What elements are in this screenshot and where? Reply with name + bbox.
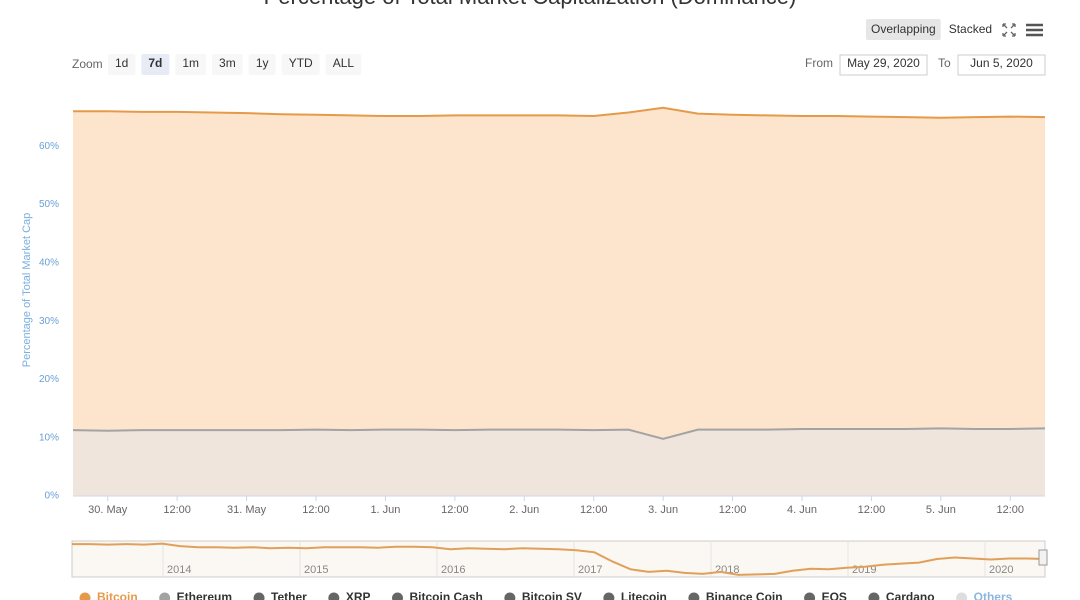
to-input[interactable] [957,54,1046,76]
x-tick-label: 4. Jun [787,504,817,516]
from-value: May 29, 2020 [847,56,920,70]
x-tick-label: 12:00 [858,504,886,516]
x-tick-label: 30. May [88,504,128,516]
y-tick-label: 30% [39,316,59,327]
zoom-label: Zoom [72,57,103,71]
legend-marker [956,592,968,600]
y-tick-label: 40% [39,257,59,268]
series-area [73,107,1045,497]
navigator-year: 2016 [441,564,465,576]
menu-icon[interactable] [1026,23,1043,37]
navigator-handle[interactable] [1038,549,1048,566]
mode-button[interactable] [866,19,941,40]
y-tick-label: 10% [39,432,59,443]
navigator-line [72,542,1046,576]
y-tick-label: 0% [45,491,60,502]
to-value: Jun 5, 2020 [970,56,1033,70]
zoom-button-label: 1y [256,56,269,70]
mode-button-label: Overlapping [871,22,936,36]
navigator-year: 2014 [167,564,191,576]
legend-marker [868,592,880,600]
legend-marker [253,592,265,600]
zoom-button-label: YTD [289,56,313,70]
navigator-year: 2015 [304,564,328,576]
legend-label[interactable]: Tether [271,590,307,600]
x-tick-label: 12:00 [580,504,608,516]
x-tick-label: 12:00 [302,504,330,516]
navigator-year: 2020 [989,564,1013,576]
y-tick-label: 20% [39,374,59,385]
x-tick-label: 12:00 [441,504,469,516]
legend-label[interactable]: Cardano [886,590,935,600]
x-tick-label: 31. May [227,504,267,516]
x-tick-label: 5. Jun [926,504,956,516]
legend-label[interactable]: Binance Coin [706,590,783,600]
x-tick-label: 2. Jun [509,504,539,516]
y-tick-label: 50% [39,199,59,210]
to-label: To [938,56,951,70]
series-line [73,427,1045,440]
mode-button-label: Stacked [949,22,992,36]
legend-label[interactable]: Ethereum [177,590,232,600]
legend-marker [159,592,171,600]
fullscreen-icon[interactable] [1002,23,1016,37]
legend-label[interactable]: Bitcoin Cash [410,590,483,600]
y-axis-label: Percentage of Total Market Cap [21,213,33,368]
chart-title: Percentage of Total Market Capitalizatio… [264,0,797,9]
navigator-year: 2017 [578,564,602,576]
legend-marker [804,592,816,600]
x-tick-label: 12:00 [997,504,1025,516]
legend-label[interactable]: Bitcoin [97,590,138,600]
from-label: From [805,56,833,70]
zoom-button-label: 7d [148,56,162,70]
legend-label[interactable]: EOS [822,590,847,600]
zoom-button[interactable] [141,54,170,75]
legend-marker [688,592,700,600]
zoom-button[interactable] [212,54,243,75]
series-line [73,106,1045,119]
legend-label[interactable]: Litecoin [621,590,667,600]
legend-marker [603,592,615,600]
legend-marker [392,592,404,600]
zoom-button[interactable] [325,54,362,75]
from-input[interactable] [839,54,928,76]
zoom-button-label: 1d [115,56,128,70]
x-tick-label: 12:00 [163,504,191,516]
legend-label[interactable]: Others [974,590,1013,600]
legend-marker [504,592,516,600]
zoom-button[interactable] [175,54,207,75]
series-area [73,428,1045,496]
y-tick-label: 60% [39,141,59,152]
zoom-button[interactable] [108,54,136,75]
legend-label[interactable]: XRP [346,590,371,600]
zoom-button-label: ALL [333,56,355,70]
legend-label[interactable]: Bitcoin SV [522,590,582,600]
zoom-button[interactable] [281,54,320,75]
zoom-button-label: 3m [219,56,236,70]
x-tick-label: 12:00 [719,504,747,516]
legend-marker [79,592,91,600]
x-tick-label: 1. Jun [370,504,400,516]
x-tick-label: 3. Jun [648,504,678,516]
zoom-button-label: 1m [182,56,199,70]
legend-marker [328,592,340,600]
plot-area [73,106,1045,497]
mode-button[interactable] [943,19,998,40]
zoom-button[interactable] [248,54,276,75]
